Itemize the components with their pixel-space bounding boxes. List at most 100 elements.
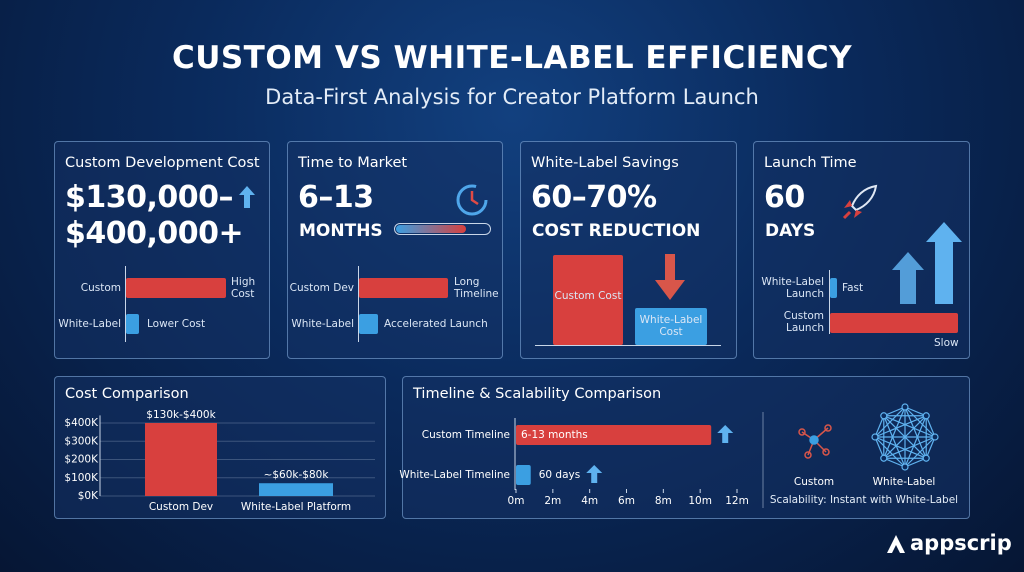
icon-node [922, 412, 930, 420]
card: Custom Development Cost $130,000– $400,0… [54, 141, 270, 359]
arrow-icon [717, 425, 734, 443]
icon-node [880, 412, 888, 420]
baseline [535, 345, 721, 346]
chart-title: Cost Comparison [65, 386, 189, 402]
bar-label: White-Label [291, 318, 354, 330]
x-tick-label: 4m [581, 495, 598, 507]
panel: Timeline & Scalability Comparison [402, 376, 970, 519]
icon-node [901, 403, 909, 411]
icon-node [922, 454, 930, 462]
icon-line [874, 415, 927, 438]
x-tick-label: 10m [688, 495, 712, 507]
axis [829, 270, 830, 334]
custom-network-icon [798, 424, 832, 459]
bar-note: 60 days [539, 469, 580, 481]
icon-line [925, 415, 936, 438]
scalability-caption: Scalability: Instant with White-Label [770, 494, 958, 506]
headline: $130,000– [65, 180, 234, 215]
brand-logo [887, 535, 905, 553]
icon-line [904, 406, 927, 417]
y-tick-label: $300K [64, 435, 99, 447]
x-tick-label: 8m [655, 495, 672, 507]
y-tick-label: Custom Timeline [422, 429, 510, 441]
bar [516, 425, 712, 445]
card: Time to Market 6–13 MONTHS Custom Dev Lo… [287, 141, 503, 359]
bar-note: Long Timeline [454, 276, 499, 300]
bar [126, 278, 226, 298]
icon-line [874, 415, 885, 438]
card: White-Label Savings 60–70% COST REDUCTIO… [520, 141, 737, 359]
bar-label: White-Label Launch [761, 276, 824, 300]
headline-unit: COST REDUCTION [532, 221, 701, 241]
value-label: ~$60k-$80k [264, 469, 330, 481]
bar [359, 314, 378, 334]
chart-title: Timeline & Scalability Comparison [413, 386, 662, 402]
bar-label: Custom Dev [289, 282, 354, 294]
arrow-icon [655, 254, 685, 300]
icon-node [871, 433, 879, 441]
icon-node [880, 454, 888, 462]
axis [125, 266, 126, 342]
y-tick-label: $400K [64, 417, 99, 429]
x-tick-label: White-Label Platform [241, 501, 351, 513]
icon-node [901, 463, 909, 471]
bar-note: Slow [934, 337, 959, 349]
scalability-label: Custom [794, 476, 834, 488]
y-tick-label: White-Label Timeline [399, 469, 510, 481]
bar [126, 314, 139, 334]
bar [635, 308, 707, 345]
bar-label: White-Label [58, 318, 121, 330]
card-title: Time to Market [298, 155, 408, 171]
bar [830, 313, 958, 333]
x-tick-label: 0m [508, 495, 525, 507]
icon-line [883, 415, 927, 459]
bar-note: Lower Cost [147, 318, 206, 330]
bar-label: Custom [80, 282, 121, 294]
icon-line [904, 415, 927, 468]
bar-label: Custom Launch [783, 310, 824, 334]
arrows-icon [892, 222, 962, 304]
icon-line [883, 457, 906, 468]
bar-label: Custom Cost [554, 290, 622, 302]
headline-unit: DAYS [765, 221, 816, 241]
card-title: Launch Time [764, 155, 857, 171]
card-title: White-Label Savings [531, 155, 679, 171]
value-label: $130k-$400k [146, 409, 216, 421]
brand: appscrip [910, 531, 1012, 555]
arrow-icon [586, 465, 603, 483]
headline-unit: MONTHS [299, 221, 383, 241]
y-tick-label: $100K [64, 472, 99, 484]
bar-label: White-Label Cost [639, 314, 703, 338]
bar-note: 6-13 months [521, 429, 588, 441]
clock-icon [456, 184, 488, 216]
x-tick-label: Custom Dev [149, 501, 213, 513]
rocket-icon [842, 184, 878, 220]
icon-line [874, 406, 906, 438]
headline: 60 [764, 180, 805, 215]
bar [259, 483, 333, 496]
bar-note: Accelerated Launch [384, 318, 488, 330]
white-label-network-icon [871, 403, 939, 471]
bar [553, 255, 623, 345]
bar-note: High Cost [231, 276, 256, 300]
bar [516, 465, 531, 485]
subtitle: Data-First Analysis for Creator Platform… [265, 85, 759, 109]
bar [359, 278, 448, 298]
title: CUSTOM VS WHITE-LABEL EFFICIENCY [171, 40, 853, 76]
headline: 60–70% [531, 180, 657, 215]
progress [394, 223, 491, 235]
icon-line [925, 436, 936, 459]
card: Launch Time 60 DAYS White-Label Launch F… [753, 141, 970, 359]
bar [830, 278, 837, 298]
x-tick-label: 2m [544, 495, 561, 507]
scalability-label: White-Label [873, 476, 936, 488]
x-tick-label: 12m [725, 495, 749, 507]
x-tick-label: 6m [618, 495, 635, 507]
bar-note: Fast [842, 282, 864, 294]
arrow-icon [239, 186, 255, 208]
bar [145, 423, 217, 496]
y-tick-label: $0K [78, 490, 99, 502]
axis [358, 266, 359, 342]
